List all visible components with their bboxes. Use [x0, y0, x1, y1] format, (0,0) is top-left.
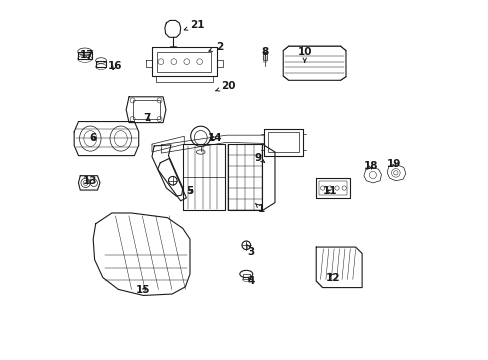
- Text: 14: 14: [207, 133, 222, 143]
- Text: 11: 11: [322, 186, 336, 197]
- Bar: [157, 51, 211, 72]
- Bar: [132, 100, 159, 119]
- Bar: [242, 274, 249, 279]
- Bar: [263, 52, 267, 59]
- Text: 5: 5: [186, 186, 193, 197]
- Text: 13: 13: [82, 176, 97, 186]
- Text: 4: 4: [247, 276, 254, 286]
- Text: 10: 10: [297, 46, 311, 62]
- Text: 7: 7: [143, 113, 150, 123]
- Bar: [267, 132, 299, 152]
- Text: 1: 1: [255, 203, 265, 215]
- Text: 6: 6: [89, 133, 97, 143]
- Text: 15: 15: [136, 285, 150, 296]
- Text: 8: 8: [261, 46, 268, 57]
- Text: 12: 12: [325, 273, 340, 283]
- Text: 18: 18: [363, 161, 377, 171]
- Text: 2: 2: [208, 42, 223, 51]
- Bar: [319, 181, 346, 195]
- Text: 3: 3: [246, 244, 254, 257]
- Text: 19: 19: [386, 159, 401, 169]
- Text: 17: 17: [80, 50, 95, 60]
- Text: 9: 9: [254, 153, 264, 163]
- Text: 21: 21: [184, 20, 204, 30]
- Text: 16: 16: [107, 61, 122, 71]
- Text: 20: 20: [215, 81, 235, 91]
